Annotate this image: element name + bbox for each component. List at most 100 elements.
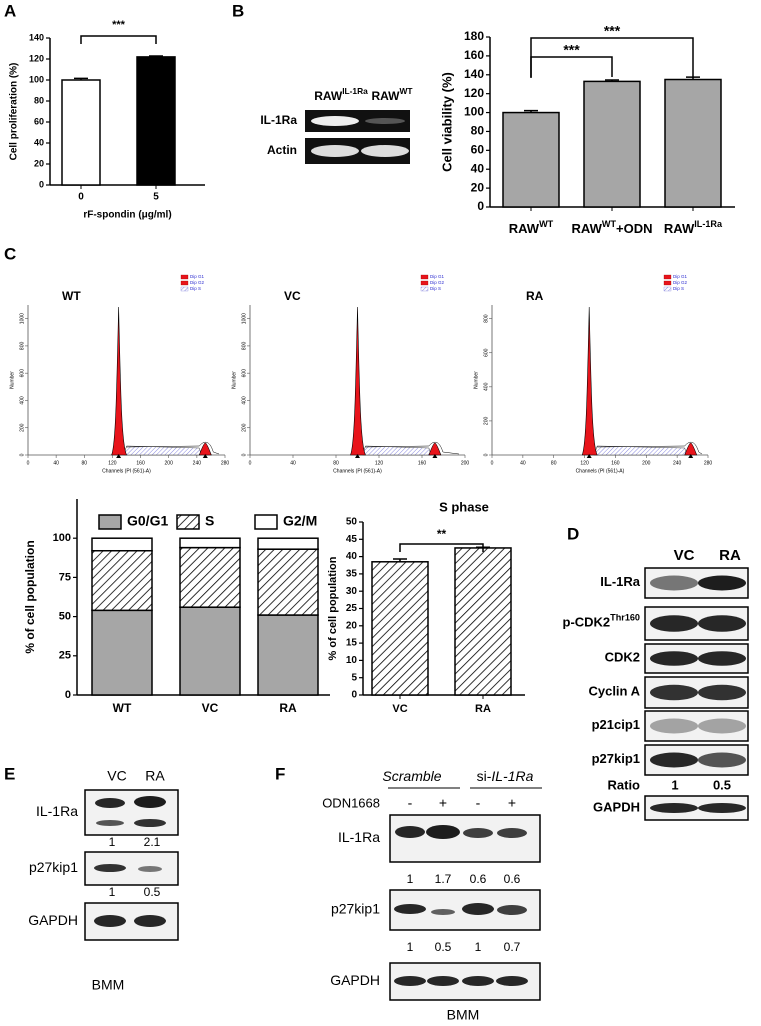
lane-label: VC bbox=[674, 547, 695, 564]
dip-g2 bbox=[684, 442, 698, 456]
chart-title: WT bbox=[62, 289, 81, 303]
lane-label: RA bbox=[719, 547, 741, 564]
row-label: CDK2 bbox=[605, 650, 640, 665]
band bbox=[395, 826, 425, 838]
y-tick-label: 0 bbox=[19, 453, 25, 456]
blot-frame bbox=[389, 814, 541, 863]
band bbox=[134, 796, 166, 808]
panel-letter: C bbox=[4, 244, 16, 263]
band bbox=[698, 803, 746, 813]
bar-segment bbox=[257, 614, 319, 696]
significance-label: *** bbox=[112, 19, 126, 31]
x-tick-label: 160 bbox=[611, 460, 620, 466]
y-tick-label: 800 bbox=[241, 342, 247, 351]
bar-segment bbox=[257, 537, 319, 550]
y-tick-label: 30 bbox=[346, 586, 358, 597]
y-tick-label: 120 bbox=[464, 86, 484, 100]
x-tick-label: 200 bbox=[165, 460, 174, 466]
chart-title: S phase bbox=[439, 499, 489, 514]
band bbox=[394, 976, 426, 986]
y-tick-label: 1000 bbox=[241, 313, 247, 324]
legend-swatch bbox=[254, 514, 278, 530]
band bbox=[650, 615, 698, 632]
bar bbox=[583, 80, 641, 208]
band bbox=[96, 820, 124, 826]
error-bar bbox=[74, 77, 88, 80]
lane-label: RA bbox=[145, 768, 165, 784]
significance-bracket bbox=[530, 56, 613, 77]
row-label: p21cip1 bbox=[592, 717, 640, 732]
dip-s bbox=[593, 445, 688, 456]
band bbox=[134, 915, 166, 927]
legend-swatch bbox=[663, 286, 672, 292]
ratio: 1 bbox=[407, 940, 414, 954]
blot-frame bbox=[84, 789, 179, 836]
bar bbox=[502, 111, 560, 208]
band bbox=[94, 915, 126, 927]
band bbox=[462, 976, 494, 986]
text-part: RAW bbox=[314, 89, 343, 103]
text-part: IL-1Ra bbox=[491, 768, 533, 784]
gel-band bbox=[311, 116, 359, 126]
ratio: 0.5 bbox=[144, 885, 161, 899]
band bbox=[698, 615, 746, 632]
row-label: Ratio bbox=[608, 777, 641, 792]
x-tick-label: 0 bbox=[78, 192, 84, 203]
dip-g1 bbox=[581, 306, 598, 456]
band bbox=[650, 684, 698, 701]
y-tick-label: 0 bbox=[351, 690, 357, 701]
band bbox=[650, 575, 698, 591]
y-axis-label: Cell viability (%) bbox=[439, 72, 454, 172]
y-axis-label: % of cell population bbox=[327, 556, 339, 660]
legend-swatch bbox=[420, 274, 429, 280]
band bbox=[698, 752, 746, 768]
band bbox=[394, 904, 426, 914]
legend-label: Dip G1 bbox=[190, 274, 205, 279]
y-tick-label: 60 bbox=[34, 116, 44, 126]
significance-label: ** bbox=[437, 527, 447, 541]
bar bbox=[61, 79, 101, 186]
row-label: GAPDH bbox=[28, 912, 78, 928]
y-tick-label: 200 bbox=[241, 423, 247, 432]
x-tick-label: 0 bbox=[249, 460, 252, 466]
trace bbox=[597, 442, 703, 455]
peak-marker bbox=[355, 454, 360, 458]
gel-band bbox=[361, 145, 409, 157]
band bbox=[431, 909, 455, 915]
text-part: p27kip1 bbox=[592, 751, 640, 766]
dip-g1 bbox=[350, 306, 366, 456]
band bbox=[698, 575, 746, 591]
gel-band bbox=[311, 145, 359, 157]
dip-s bbox=[362, 445, 432, 456]
y-tick-label: 40 bbox=[346, 551, 358, 562]
chart-title: RA bbox=[526, 289, 544, 303]
y-tick-label: 20 bbox=[34, 158, 44, 168]
text-part: Scramble bbox=[382, 768, 441, 784]
legend-swatch bbox=[420, 280, 429, 286]
y-axis-label: Cell proliferation (%) bbox=[9, 63, 20, 161]
bar-segment bbox=[91, 549, 153, 612]
y-tick-label: 25 bbox=[59, 650, 71, 662]
y-tick-label: 50 bbox=[59, 611, 71, 623]
text-part: RAW bbox=[371, 89, 400, 103]
ratio: 1 bbox=[109, 885, 116, 899]
band bbox=[463, 828, 493, 838]
legend-swatch bbox=[98, 514, 122, 530]
band bbox=[496, 976, 528, 986]
x-tick-label: 240 bbox=[193, 460, 202, 466]
y-tick-label: 20 bbox=[471, 180, 485, 194]
legend-label: Dip S bbox=[673, 286, 684, 291]
y-tick-label: 180 bbox=[464, 29, 484, 43]
significance-bracket bbox=[80, 35, 157, 44]
bar bbox=[371, 561, 429, 696]
y-tick-label: 200 bbox=[483, 417, 489, 426]
y-tick-label: 1000 bbox=[19, 313, 25, 324]
band bbox=[650, 803, 698, 813]
x-tick-label: RA bbox=[475, 703, 491, 715]
y-tick-label: 120 bbox=[29, 53, 44, 63]
x-tick-label: 120 bbox=[580, 460, 589, 466]
bar bbox=[136, 56, 176, 186]
y-tick-label: 25 bbox=[346, 603, 358, 614]
legend-swatch bbox=[180, 274, 189, 280]
y-tick-label: 75 bbox=[59, 571, 71, 583]
